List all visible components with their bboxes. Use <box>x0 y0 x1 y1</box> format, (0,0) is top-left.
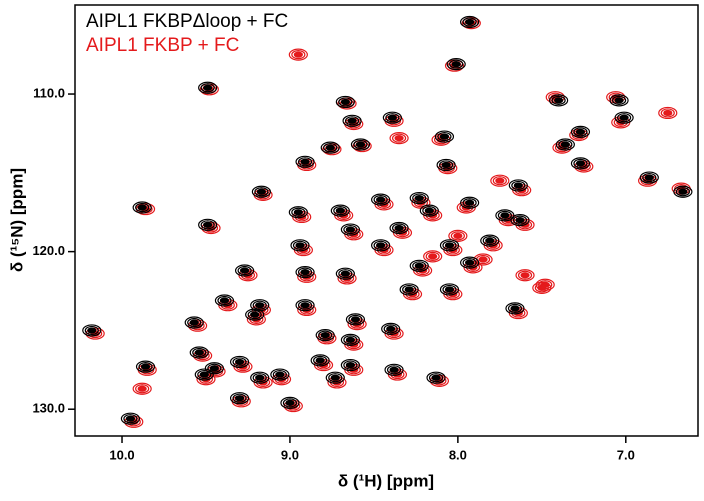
peak <box>132 382 152 395</box>
peak <box>135 360 156 373</box>
peak <box>335 267 355 280</box>
peak <box>315 329 335 342</box>
y-tick-label: 120.0 <box>32 243 65 258</box>
peak <box>290 239 310 252</box>
peak <box>295 266 315 279</box>
peak <box>495 209 515 222</box>
peak <box>229 392 250 405</box>
peak <box>204 362 224 375</box>
peak <box>381 322 401 335</box>
peak <box>434 130 455 143</box>
peak <box>295 155 315 168</box>
peak <box>389 132 409 145</box>
peak <box>490 174 510 187</box>
peak <box>448 229 468 242</box>
x-tick-label: 9.0 <box>281 447 299 462</box>
peak <box>335 95 355 109</box>
peak <box>194 368 214 381</box>
peak <box>505 302 525 315</box>
legend-entry: AIPL1 FKBPΔloop + FC <box>86 11 288 32</box>
peak <box>384 363 404 376</box>
peak <box>409 191 429 205</box>
x-axis-label: δ (¹H) [ppm] <box>338 471 434 490</box>
peak <box>270 368 290 381</box>
peak <box>280 396 300 410</box>
peak <box>389 221 409 235</box>
peak <box>288 206 308 219</box>
peak <box>245 308 265 321</box>
peak <box>340 223 360 236</box>
peak <box>510 214 530 227</box>
peak <box>345 313 366 326</box>
peak <box>229 355 250 369</box>
peak <box>295 299 315 312</box>
peak <box>639 171 659 184</box>
peak <box>340 333 360 346</box>
peak <box>340 358 360 372</box>
peak <box>614 111 634 124</box>
peak <box>460 196 480 209</box>
peak <box>439 283 460 296</box>
peak <box>251 185 271 198</box>
peak <box>409 259 429 272</box>
peak <box>399 283 419 296</box>
y-tick-label: 130.0 <box>32 401 65 416</box>
peak <box>382 111 402 124</box>
peak <box>350 138 371 151</box>
peak <box>320 141 340 154</box>
plot-frame <box>74 4 699 437</box>
peak <box>235 264 255 277</box>
peak <box>310 354 330 367</box>
peak <box>132 201 152 214</box>
peak <box>508 179 528 192</box>
x-tick-label: 8.0 <box>449 447 467 462</box>
peak <box>214 294 235 307</box>
peak <box>198 218 218 231</box>
peak <box>330 204 350 217</box>
peak <box>480 234 500 247</box>
peak <box>460 256 480 269</box>
peak <box>609 94 629 107</box>
peak <box>250 371 270 384</box>
x-tick-label: 10.0 <box>109 447 134 462</box>
peak <box>371 239 391 252</box>
peak <box>549 94 569 107</box>
peak <box>426 371 446 384</box>
peaks <box>82 15 693 428</box>
peak <box>446 57 466 71</box>
peak <box>439 239 460 252</box>
legend-entry: AIPL1 FKBP + FC <box>86 35 239 56</box>
peak <box>515 269 535 282</box>
peak <box>198 81 218 94</box>
y-axis-label: δ (¹⁵N) [ppm] <box>7 168 26 272</box>
peak <box>189 346 209 359</box>
peak <box>371 193 391 206</box>
peak <box>436 158 456 172</box>
peak <box>460 15 480 29</box>
peak <box>555 138 575 151</box>
x-tick-label: 7.0 <box>617 447 635 462</box>
peak <box>658 106 678 120</box>
peak <box>184 316 204 329</box>
y-tick-label: 110.0 <box>33 85 65 100</box>
peak <box>82 324 102 337</box>
peak <box>342 114 362 127</box>
peak <box>570 157 591 170</box>
peak <box>325 371 345 384</box>
peak <box>120 412 141 425</box>
peak <box>673 185 693 198</box>
peak <box>288 48 308 61</box>
peak <box>419 204 439 217</box>
peak <box>570 125 591 138</box>
peak <box>532 281 552 294</box>
peak <box>423 250 443 263</box>
